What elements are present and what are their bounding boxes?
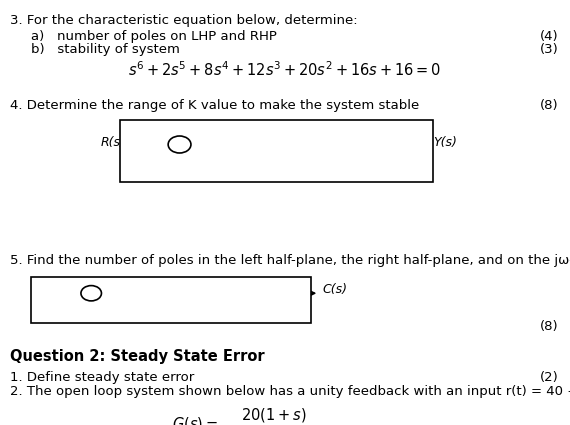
Text: (8): (8) — [540, 99, 559, 112]
Text: $s+1$: $s+1$ — [325, 133, 353, 145]
Text: C(s): C(s) — [322, 283, 347, 296]
FancyBboxPatch shape — [217, 134, 262, 155]
Text: $s(s−1)(s+6)$: $s(s−1)(s+6)$ — [300, 144, 378, 156]
Text: R(s): R(s) — [100, 136, 125, 149]
FancyBboxPatch shape — [147, 283, 291, 304]
Text: 1. Define steady state error: 1. Define steady state error — [10, 371, 194, 384]
Text: Y(s): Y(s) — [433, 136, 457, 149]
Text: Question 2: Steady State Error: Question 2: Steady State Error — [10, 349, 265, 364]
Text: $s(s^3+6s^2+11s+6)$: $s(s^3+6s^2+11s+6)$ — [162, 290, 276, 308]
Text: R(s): R(s) — [31, 283, 56, 296]
Text: +: + — [75, 283, 84, 293]
Text: a)   number of poles on LHP and RHP: a) number of poles on LHP and RHP — [31, 30, 277, 43]
Text: −: − — [88, 295, 98, 308]
Text: 4. Determine the range of K value to make the system stable: 4. Determine the range of K value to mak… — [10, 99, 420, 112]
Text: +: + — [168, 137, 177, 147]
Text: (3): (3) — [540, 42, 559, 56]
Text: 200: 200 — [207, 281, 231, 294]
FancyBboxPatch shape — [291, 134, 388, 155]
Text: 3. For the characteristic equation below, determine:: 3. For the characteristic equation below… — [10, 14, 358, 27]
Text: K: K — [235, 138, 244, 151]
Text: b)   stability of system: b) stability of system — [31, 42, 180, 56]
Text: (2): (2) — [540, 371, 559, 384]
Text: 5. Find the number of poles in the left half-plane, the right half-plane, and on: 5. Find the number of poles in the left … — [10, 254, 570, 267]
Text: $G(s) = \dfrac{20(1+s)}{s^2(2+s)(4+s)}$: $G(s) = \dfrac{20(1+s)}{s^2(2+s)(4+s)}$ — [172, 407, 330, 425]
FancyBboxPatch shape — [31, 277, 311, 323]
Text: (8): (8) — [540, 320, 559, 333]
Text: $s^6 + 2s^5 + 8s^4 + 12s^3 + 20s^2 + 16s + 16 = 0$: $s^6 + 2s^5 + 8s^4 + 12s^3 + 20s^2 + 16s… — [128, 60, 442, 79]
Text: (4): (4) — [540, 30, 559, 43]
FancyBboxPatch shape — [120, 120, 433, 182]
Text: 2. The open loop system shown below has a unity feedback with an input r(t) = 40: 2. The open loop system shown below has … — [10, 385, 570, 399]
Text: E(s): E(s) — [117, 283, 141, 296]
Text: −: − — [177, 147, 188, 160]
